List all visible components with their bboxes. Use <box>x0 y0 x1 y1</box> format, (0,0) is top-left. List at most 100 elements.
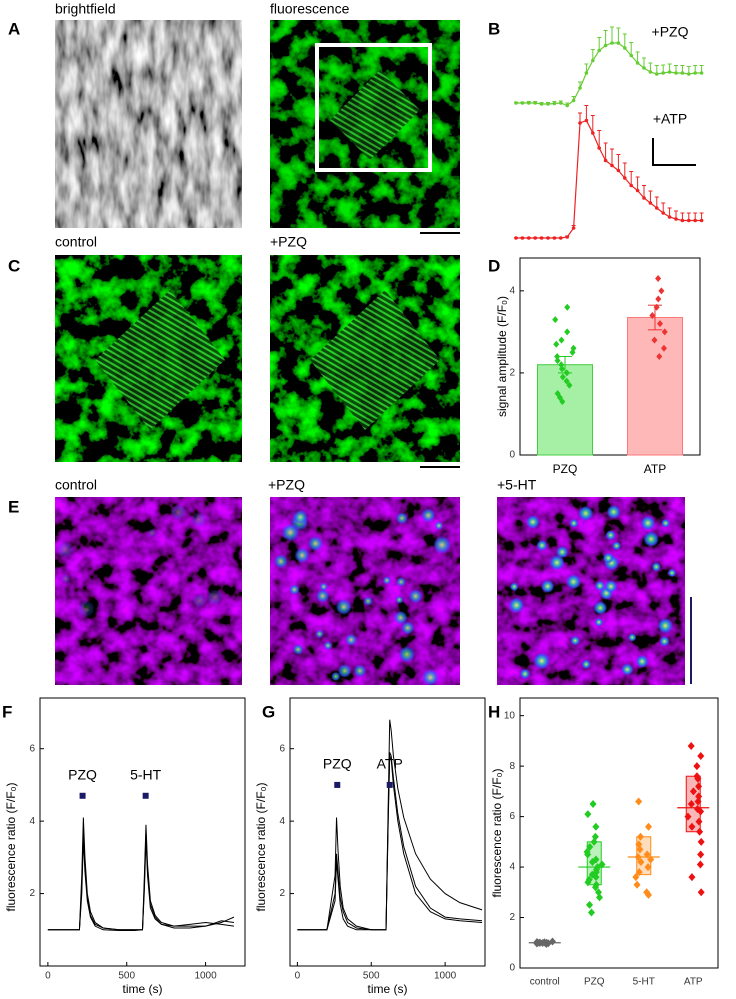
pzq-image <box>270 255 460 462</box>
cell <box>509 582 519 592</box>
y-tick-label: 2 <box>29 888 35 899</box>
data-point <box>697 752 705 761</box>
data-point <box>644 890 652 899</box>
y-tick-label: 6 <box>279 743 285 754</box>
trace-point <box>648 70 653 74</box>
cell <box>363 596 373 606</box>
trace-point <box>667 70 672 74</box>
trace-point <box>571 226 576 230</box>
cell <box>292 644 304 655</box>
stimulus-marker <box>386 781 393 788</box>
cell <box>605 530 616 541</box>
data-point <box>694 774 702 783</box>
plot-frame <box>519 697 719 969</box>
plot-frame <box>289 697 486 967</box>
data-point <box>588 858 596 867</box>
cell <box>621 663 634 676</box>
cell <box>398 646 416 663</box>
trace-point <box>687 72 691 76</box>
x-tick-label: 500 <box>363 971 380 982</box>
trace-point <box>623 176 627 180</box>
x-axis-label: time (s) <box>368 982 408 996</box>
data-point <box>684 812 692 821</box>
image-caption: +PZQ <box>270 234 307 250</box>
x-tick-label: 5-HT <box>633 977 655 988</box>
data-point <box>651 336 658 344</box>
cell <box>433 536 451 554</box>
annotation: PZQ <box>68 766 97 782</box>
cell <box>569 518 579 528</box>
trace-line <box>297 755 483 931</box>
y-tick-label: 6 <box>29 743 35 754</box>
y-axis-label: fluorescence ratio (F/F₀) <box>490 768 504 897</box>
data-point <box>653 303 660 311</box>
trace-point <box>546 236 550 240</box>
bar <box>537 364 593 456</box>
y-tick-label: 6 <box>509 811 515 822</box>
series-label: +PZQ <box>652 24 689 40</box>
cell <box>549 554 565 571</box>
cell <box>147 528 157 538</box>
data-point <box>656 353 663 360</box>
trace-point <box>539 102 544 106</box>
y-tick-label: 4 <box>29 816 35 827</box>
trace-point <box>693 71 697 75</box>
data-point <box>589 799 597 808</box>
cell <box>56 541 74 558</box>
x-tick-label: 0 <box>295 971 301 982</box>
cell <box>526 515 540 529</box>
cell <box>594 617 604 627</box>
x-tick-label: 0 <box>45 971 51 982</box>
trace-point <box>552 236 557 240</box>
data-point <box>693 762 701 771</box>
stimulus-marker <box>79 792 86 799</box>
panel-label: A <box>8 19 20 38</box>
cell <box>541 579 555 593</box>
cell <box>293 509 308 525</box>
data-point <box>635 797 643 806</box>
trace-point <box>680 218 685 223</box>
trace-line <box>47 817 235 931</box>
data-point <box>695 817 703 826</box>
trace-point <box>584 118 589 123</box>
x-tick-label: 1000 <box>434 971 457 982</box>
calcium-image-pzq <box>270 497 460 686</box>
data-point <box>563 369 570 377</box>
data-point <box>660 344 667 352</box>
data-point <box>584 878 592 887</box>
trace-point <box>578 121 582 125</box>
y-tick-label: 4 <box>509 862 515 873</box>
trace-point <box>635 61 640 65</box>
x-tick-label: PZQ <box>553 462 578 476</box>
cell <box>640 515 656 531</box>
data-point <box>632 873 640 882</box>
data-point <box>637 858 645 867</box>
plot-frame <box>519 257 701 456</box>
annotation: PZQ <box>323 756 352 772</box>
trace-point <box>680 71 685 75</box>
cell <box>556 546 569 559</box>
trace-point <box>584 71 589 75</box>
cell <box>396 512 408 525</box>
x-axis-label: time (s) <box>123 982 163 996</box>
scale-bar <box>652 138 696 166</box>
trace-line <box>47 839 235 932</box>
cell <box>315 629 324 639</box>
data-point <box>697 807 705 816</box>
data-point <box>687 741 695 750</box>
trace-point <box>655 206 659 210</box>
series-label: +ATP <box>653 111 687 127</box>
trace-point <box>571 98 576 103</box>
data-point <box>655 275 662 283</box>
data-point <box>554 353 561 360</box>
cell <box>594 580 606 592</box>
trace-point <box>591 131 595 135</box>
panel-label: D <box>488 256 500 275</box>
data-point <box>696 827 704 836</box>
image-caption: brightfield <box>55 1 116 17</box>
panel-label: E <box>8 497 19 516</box>
data-point <box>644 822 652 831</box>
data-point <box>584 810 592 819</box>
fluorescence-image <box>270 20 460 228</box>
